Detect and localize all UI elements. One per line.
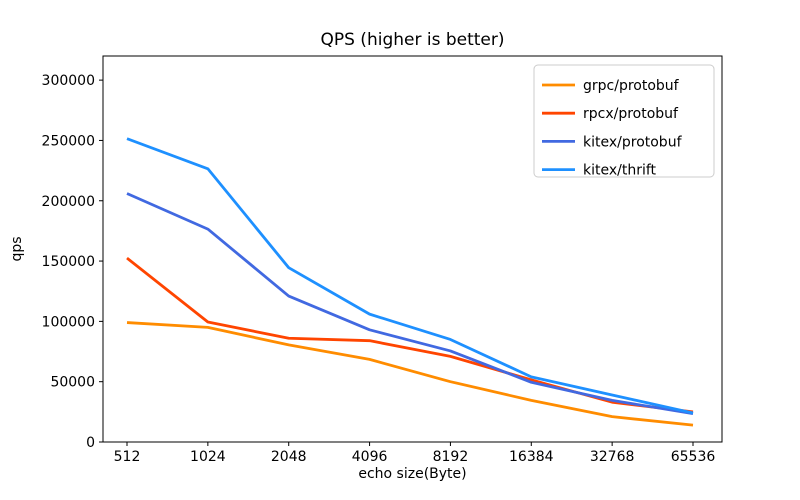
x-tick-label: 16384 xyxy=(509,449,554,465)
y-tick-label: 250000 xyxy=(42,133,95,149)
axes-spines xyxy=(102,55,723,443)
chart-title: QPS (higher is better) xyxy=(320,30,504,50)
y-tick-label: 150000 xyxy=(42,254,95,270)
legend-label-kitex-protobuf: kitex/protobuf xyxy=(583,134,683,150)
y-axis-label: qps xyxy=(9,236,25,261)
x-axis-label: echo size(Byte) xyxy=(358,466,466,482)
legend-label-rpcx-protobuf: rpcx/protobuf xyxy=(583,106,679,122)
series-line-kitex-thrift xyxy=(126,137,694,415)
legend-box xyxy=(533,64,715,178)
series-line-grpc-protobuf xyxy=(126,321,694,427)
x-tick-label: 8192 xyxy=(433,449,469,465)
x-tick-label: 2048 xyxy=(271,449,307,465)
legend-label-grpc-protobuf: grpc/protobuf xyxy=(583,78,680,94)
y-tick-label: 300000 xyxy=(42,73,95,89)
series-line-kitex-protobuf xyxy=(126,192,694,416)
x-tick-label: 32768 xyxy=(590,449,635,465)
y-tick-label: 50000 xyxy=(50,375,95,391)
x-tick-label: 65536 xyxy=(671,449,716,465)
y-tick-label: 200000 xyxy=(42,194,95,210)
legend-label-kitex-thrift: kitex/thrift xyxy=(583,163,657,179)
x-tick-label: 4096 xyxy=(352,449,388,465)
y-tick-label: 0 xyxy=(86,435,95,451)
y-tick-label: 100000 xyxy=(42,314,95,330)
x-tick-label: 512 xyxy=(114,449,141,465)
x-tick-label: 1024 xyxy=(190,449,226,465)
